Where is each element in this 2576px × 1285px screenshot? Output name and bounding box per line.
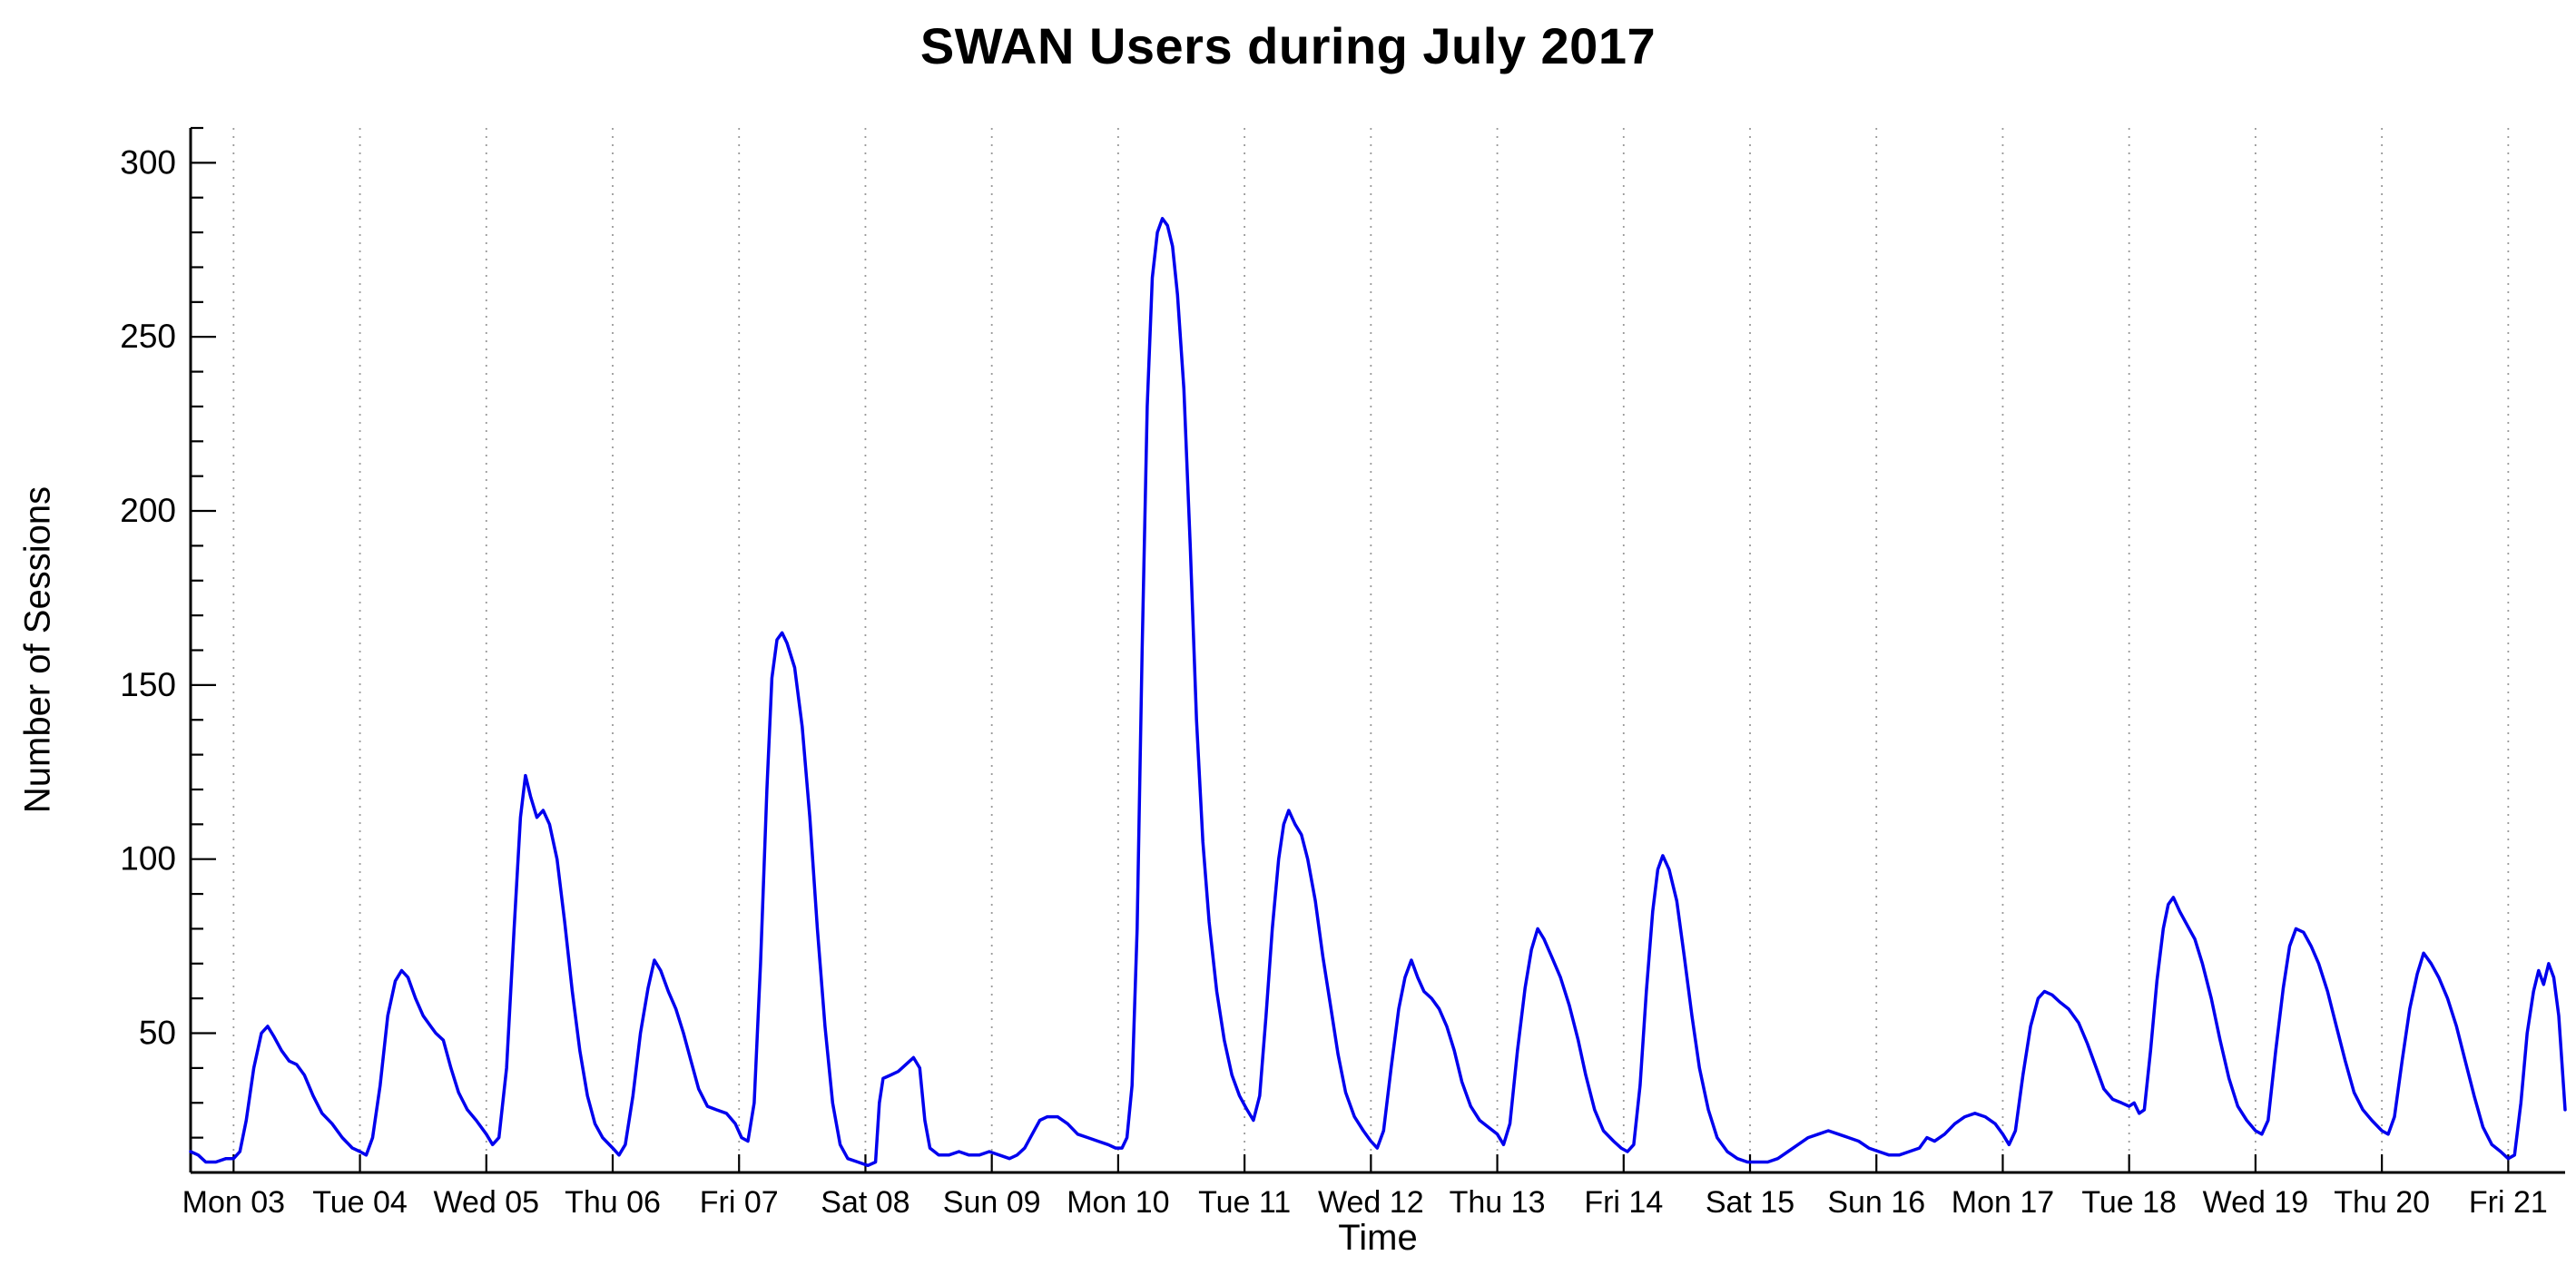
svg-text:Wed 19: Wed 19 (2203, 1185, 2309, 1220)
svg-text:Tue 11: Tue 11 (1198, 1185, 1291, 1220)
data-line (189, 217, 2567, 1168)
svg-text:Sat 15: Sat 15 (1706, 1185, 1794, 1220)
svg-text:Sat 08: Sat 08 (821, 1185, 909, 1220)
svg-text:Mon 17: Mon 17 (1952, 1185, 2054, 1220)
svg-text:Sun 09: Sun 09 (943, 1185, 1041, 1220)
svg-text:50: 50 (139, 1015, 176, 1052)
svg-text:Tue 18: Tue 18 (2081, 1185, 2177, 1220)
svg-text:Thu 13: Thu 13 (1450, 1185, 1546, 1220)
svg-text:Mon 10: Mon 10 (1067, 1185, 1169, 1220)
svg-text:100: 100 (120, 840, 176, 878)
y-ticks (191, 126, 216, 1174)
svg-text:Sun 16: Sun 16 (1827, 1185, 1925, 1220)
svg-text:Fri 21: Fri 21 (2469, 1185, 2548, 1220)
svg-text:Thu 20: Thu 20 (2334, 1185, 2430, 1220)
svg-text:Wed 05: Wed 05 (434, 1185, 540, 1220)
svg-text:250: 250 (120, 318, 176, 355)
svg-text:Fri 14: Fri 14 (1584, 1185, 1663, 1220)
svg-text:Tue 04: Tue 04 (312, 1185, 408, 1220)
svg-text:Fri 07: Fri 07 (700, 1185, 779, 1220)
svg-text:Mon 03: Mon 03 (182, 1185, 285, 1220)
y-tick-labels: 50 100 150 200 250 300 (120, 143, 176, 1051)
x-ticks (232, 1154, 2510, 1172)
svg-text:Thu 06: Thu 06 (565, 1185, 661, 1220)
svg-text:150: 150 (120, 666, 176, 703)
axis-frame (189, 128, 2565, 1174)
svg-text:300: 300 (120, 143, 176, 181)
svg-text:200: 200 (120, 492, 176, 529)
x-tick-labels: Mon 03 Tue 04 Wed 05 Thu 06 Fri 07 Sat 08 Sun … (182, 1185, 2548, 1220)
svg-text:Wed 12: Wed 12 (1318, 1185, 1424, 1220)
x-axis-label: Time (1338, 1218, 1418, 1258)
chart-title: SWAN Users during July 2017 (919, 17, 1657, 74)
